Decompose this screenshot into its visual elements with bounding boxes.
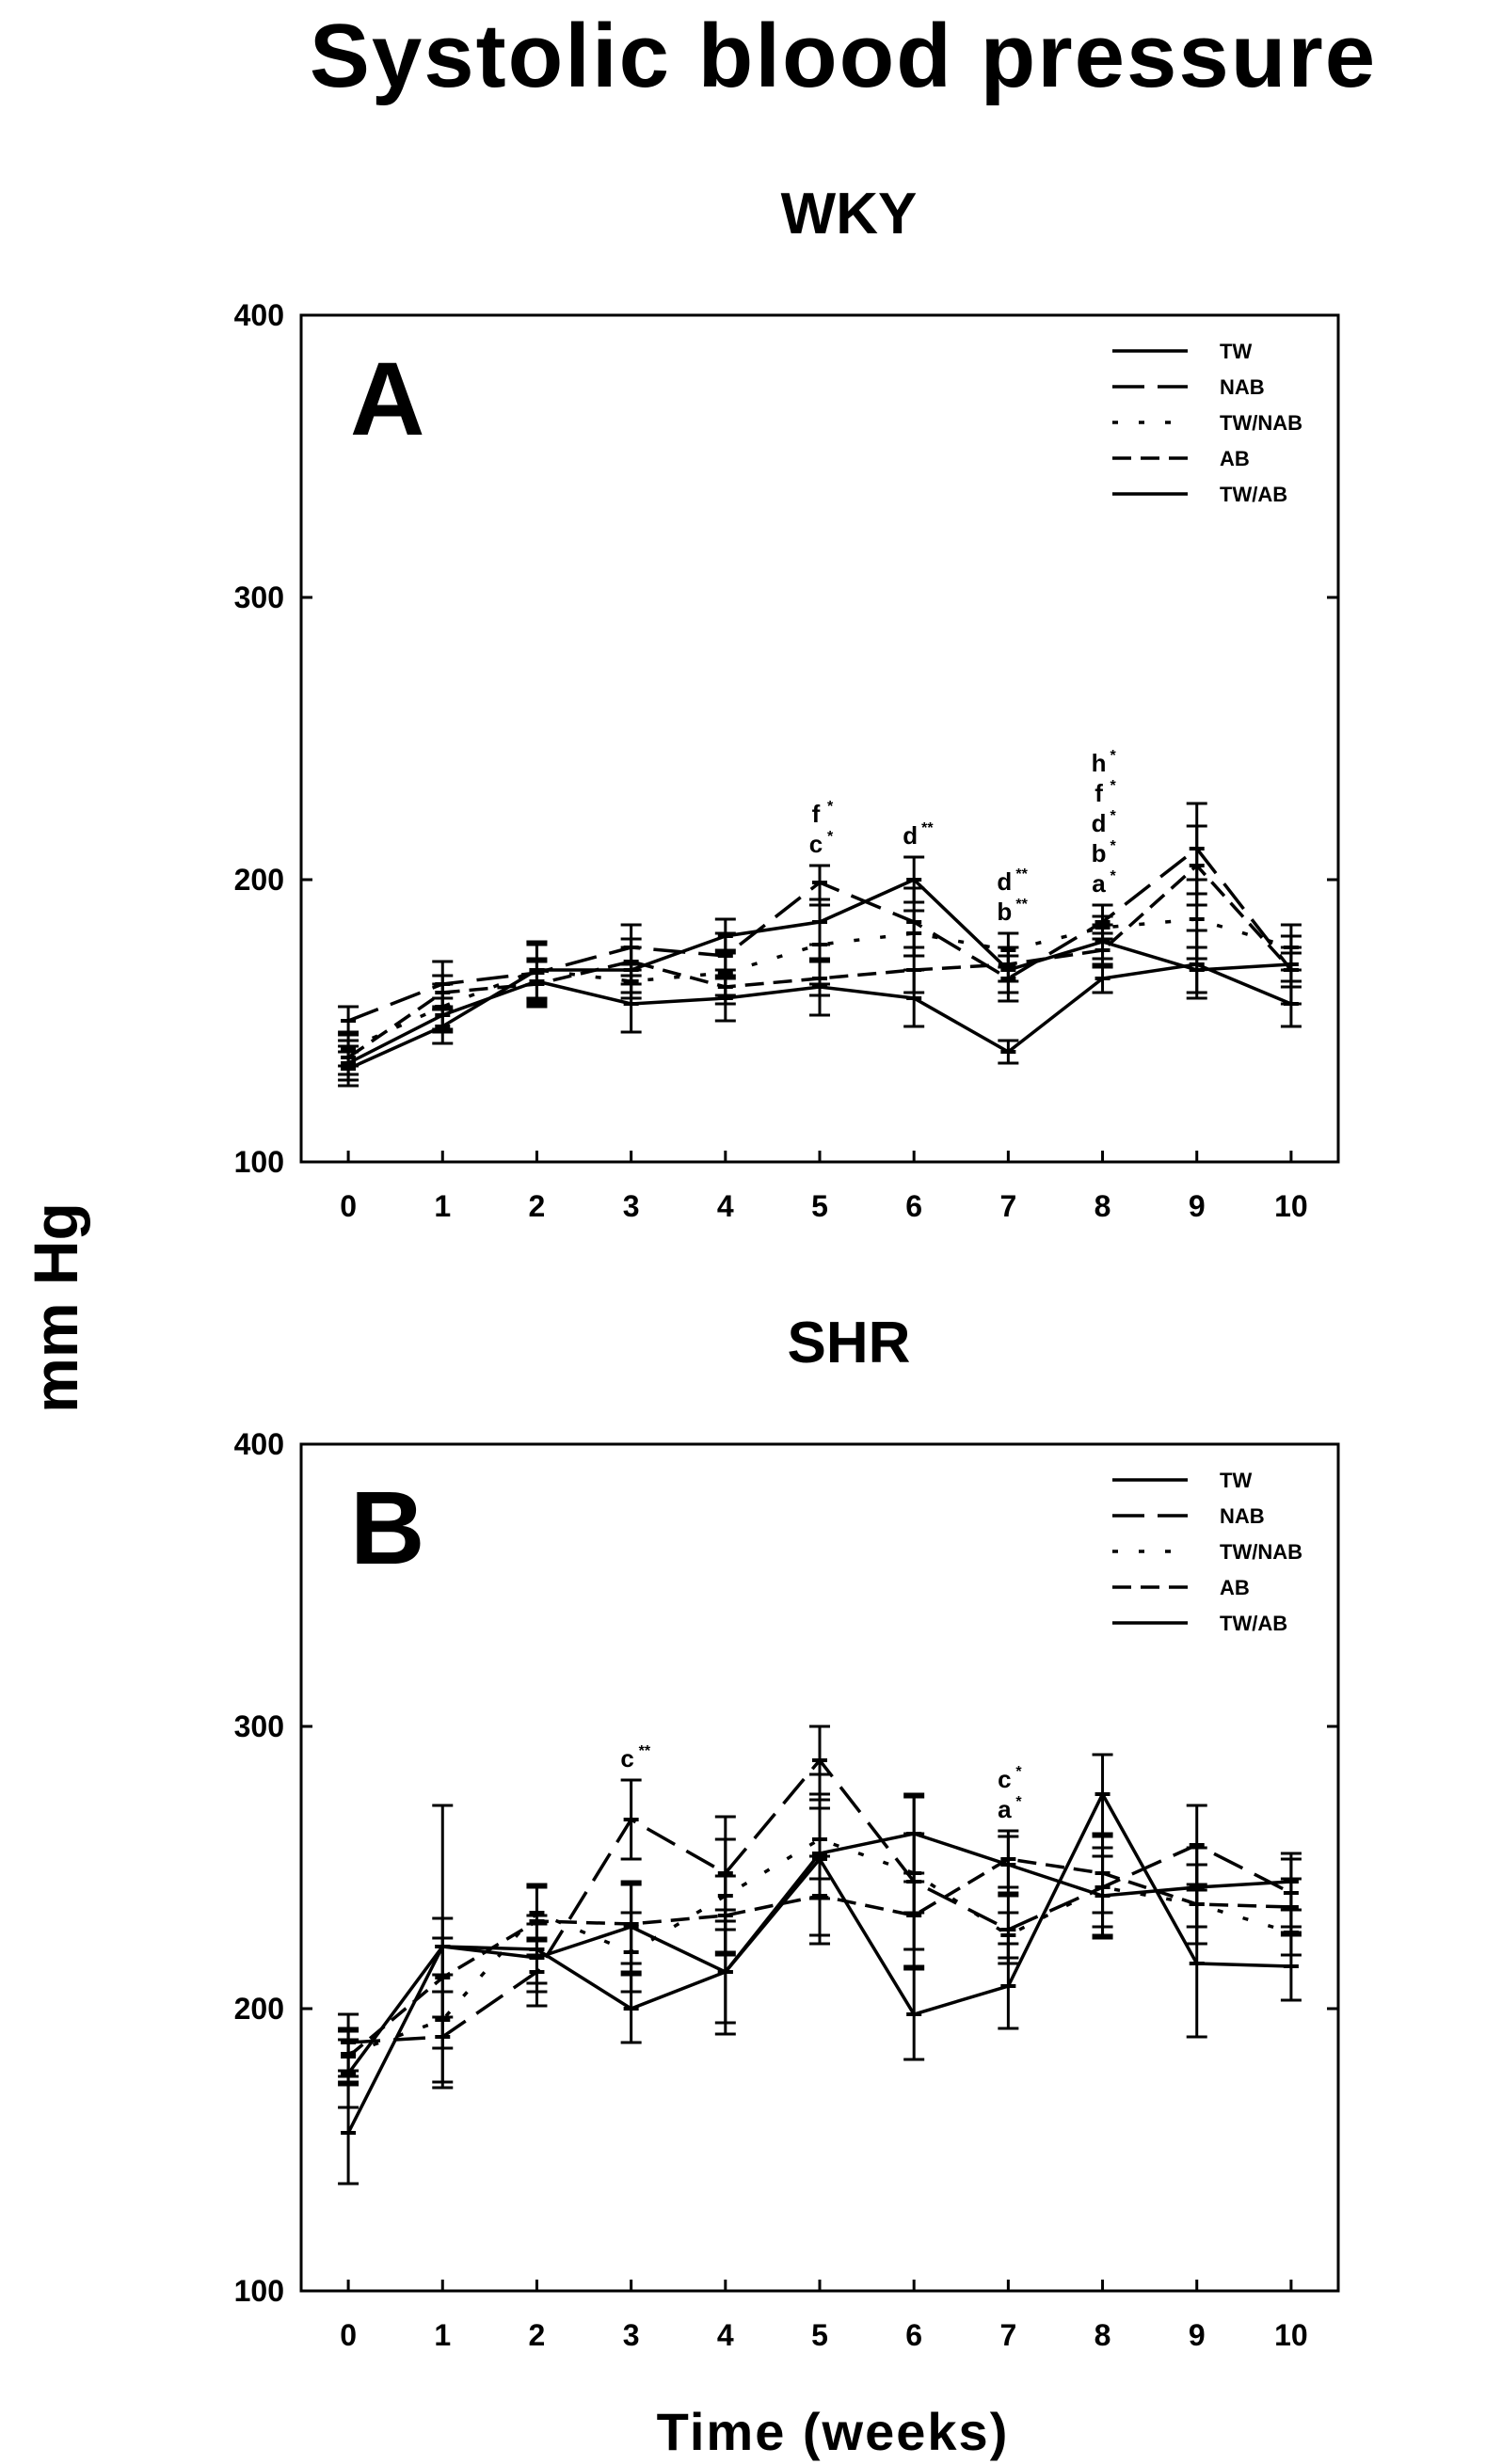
panel-b-x-tick-label: 7: [999, 2318, 1016, 2352]
panel-a-x-tick-label: 4: [717, 1189, 734, 1223]
panel-a-significance-mark: *: [1111, 838, 1117, 854]
panel-a-significance-mark: *: [1111, 748, 1117, 764]
panel-a-significance-label: a: [1092, 869, 1106, 898]
panel-b-x-tick-label: 8: [1095, 2318, 1111, 2352]
panel-a-y-tick-label: 200: [234, 863, 284, 897]
panel-a-significance-label: b: [1092, 839, 1107, 867]
panel-b-x-tick-label: 2: [529, 2318, 546, 2352]
panel-a-y-tick-label: 100: [234, 1145, 284, 1179]
panel-b-x-tick-label: 0: [340, 2318, 357, 2352]
panel-b-significance-mark: *: [1015, 1764, 1022, 1780]
panel-b-x-tick-label: 10: [1274, 2318, 1308, 2352]
panel-b-significance-mark: *: [1015, 1794, 1022, 1810]
panel-a-x-tick-label: 2: [529, 1189, 546, 1223]
panel-a-significance-label: d: [903, 821, 918, 850]
panel-b-series-tw-ab: [338, 1792, 1302, 2109]
panel-a-significance-label: f: [812, 800, 821, 828]
panel-a-significance-label: f: [1095, 779, 1103, 807]
panel-a-legend-label: TW/NAB: [1220, 411, 1302, 435]
panel-a-y-tick-label: 300: [234, 580, 284, 614]
panel-a-significance-mark: **: [1015, 897, 1028, 913]
panel-a-x-tick-label: 0: [340, 1189, 357, 1223]
panel-a-x-tick-label: 8: [1095, 1189, 1111, 1223]
panel-b-x-tick-label: 9: [1189, 2318, 1206, 2352]
panel-b-legend-label: NAB: [1220, 1504, 1265, 1528]
panel-a-x-tick-label: 1: [434, 1189, 451, 1223]
panel-a-significance-mark: *: [827, 799, 834, 815]
panel-a-x-tick-label: 6: [905, 1189, 922, 1223]
panel-a-x-tick-label: 10: [1274, 1189, 1308, 1223]
figure-title: Systolic blood pressure: [310, 6, 1377, 106]
panel-b-legend-label: TW/AB: [1220, 1612, 1287, 1635]
panel-a-x-tick-label: 9: [1189, 1189, 1206, 1223]
x-axis-label: Time (weeks): [657, 2402, 1010, 2461]
panel-a-x-tick-label: 3: [623, 1189, 640, 1223]
panel-a-x-tick-label: 7: [999, 1189, 1016, 1223]
panel-b-legend-label: TW: [1220, 1469, 1252, 1492]
panel-a-significance-mark: *: [1111, 868, 1117, 884]
panel-b-y-tick-label: 400: [234, 1427, 284, 1461]
panel-a-significance-mark: *: [827, 829, 834, 845]
panel-a-significance-label: b: [997, 898, 1012, 926]
panel-a-plot-frame: [299, 313, 1340, 1164]
panel-a-x-tick-label: 5: [811, 1189, 828, 1223]
panel-b-x-tick-label: 4: [717, 2318, 734, 2352]
panel-a-significance-mark: *: [1111, 778, 1117, 794]
panel-a-legend-label: TW: [1220, 340, 1252, 363]
panel-a: WKY A 100 200 300 400 0 1 2 3 4 5 6 7 8 9 10 TW NAB TW/NA…: [234, 182, 1340, 1223]
panel-a-significance-label: h: [1092, 749, 1107, 777]
panel-a-legend-label: TW/AB: [1220, 483, 1287, 506]
panel-a-legend-label: NAB: [1220, 375, 1265, 399]
panel-b-letter: B: [350, 1470, 424, 1586]
y-axis-label: mm Hg: [21, 1202, 90, 1413]
panel-b-y-tick-label: 300: [234, 1709, 284, 1743]
panel-b-legend: TW NAB TW/NAB AB TW/AB: [1112, 1469, 1302, 1635]
panel-b-significance-label: c: [998, 1765, 1011, 1793]
panel-b-significance-mark: **: [639, 1743, 651, 1759]
panel-b-x-tick-label: 5: [811, 2318, 828, 2352]
panel-b-x-tick-label: 3: [623, 2318, 640, 2352]
panel-b-x-tick-label: 1: [434, 2318, 451, 2352]
panel-a-significance-label: c: [809, 830, 823, 858]
panel-a-significance-mark: **: [1015, 866, 1028, 882]
panel-a-series-tw-ab: [338, 855, 1302, 1088]
panel-a-legend: TW NAB TW/NAB AB TW/AB: [1112, 340, 1302, 506]
panel-b-legend-label: TW/NAB: [1220, 1540, 1302, 1564]
panel-a-significance-label: d: [997, 867, 1012, 896]
panel-a-significance-mark: *: [1111, 808, 1117, 824]
panel-a-significance-label: d: [1092, 809, 1107, 837]
panel-a-plot-area: 100 200 300 400 0 1 2 3 4 5 6 7 8 9 10 TW NAB TW/NAB AB TW/…: [234, 298, 1338, 1223]
panel-b-title: SHR: [788, 1311, 911, 1375]
panel-a-significance-mark: **: [921, 820, 934, 836]
panel-a-title: WKY: [781, 182, 918, 246]
panel-a-legend-label: AB: [1220, 447, 1250, 470]
panel-b-significance-label: c: [620, 1744, 633, 1772]
panel-b-x-tick-label: 6: [905, 2318, 922, 2352]
panel-b-significance-label: a: [998, 1795, 1012, 1823]
panel-b-y-tick-label: 100: [234, 2274, 284, 2308]
panel-b-legend-label: AB: [1220, 1576, 1250, 1599]
panel-a-y-tick-label: 400: [234, 298, 284, 332]
panel-a-letter: A: [350, 342, 424, 457]
panel-b-plot-area: 100 200 300 400 0 1 2 3 4 5 6 7 8 9 10 TW NAB TW/NAB AB TW/…: [234, 1427, 1338, 2352]
panel-b-y-tick-label: 200: [234, 1992, 284, 2026]
panel-b: SHR B 100 200 300 400 0 1 2 3 4 5 6 7 8 9 10 TW NAB TW/NA…: [234, 1311, 1340, 2352]
